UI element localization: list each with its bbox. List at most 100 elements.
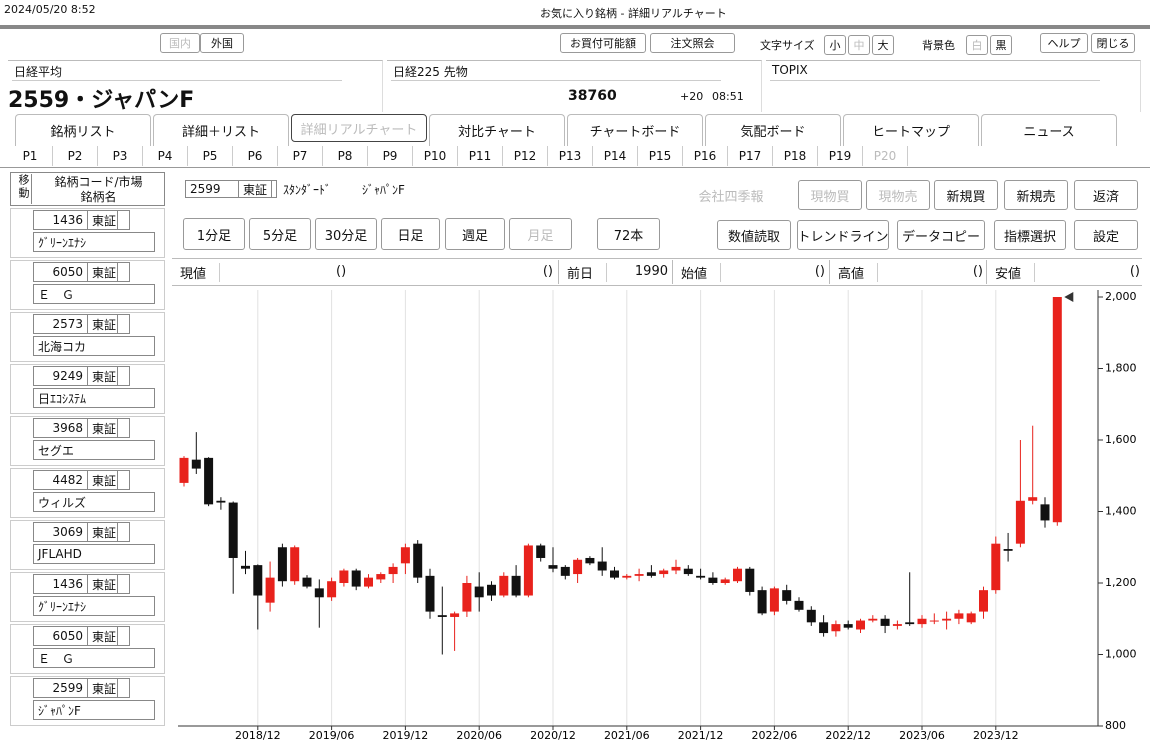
candle-body: [991, 543, 1001, 591]
action-button[interactable]: 現物買: [798, 180, 862, 210]
stock-item[interactable]: [10, 260, 165, 310]
quote-change: (): [336, 264, 347, 279]
page-tab[interactable]: P10: [413, 146, 458, 166]
tab[interactable]: 詳細リアルチャート: [291, 114, 427, 142]
item-code: 1436: [33, 574, 88, 594]
quote-value: (): [972, 264, 983, 279]
item-box: [117, 470, 130, 490]
candle-body: [794, 600, 804, 610]
tab[interactable]: 対比チャート: [429, 114, 565, 146]
toolbar-button[interactable]: 中: [848, 35, 870, 55]
page-tab[interactable]: P19: [818, 146, 863, 166]
candle-body: [585, 557, 595, 564]
toolbar-button[interactable]: 閉じる: [1091, 33, 1135, 53]
page-tab[interactable]: P13: [548, 146, 593, 166]
action-button[interactable]: 会社四季報: [676, 180, 786, 210]
quote-value: 1990: [634, 264, 668, 279]
period-button[interactable]: 5分足: [249, 218, 311, 250]
candle-body: [548, 565, 558, 569]
page-tab[interactable]: P20: [863, 146, 908, 166]
action-button[interactable]: 返済: [1074, 180, 1138, 210]
page-tab[interactable]: P12: [503, 146, 548, 166]
period-button[interactable]: 日足: [381, 218, 440, 250]
period-button[interactable]: 1分足: [183, 218, 245, 250]
page-tab[interactable]: P9: [368, 146, 413, 166]
page-tab[interactable]: P4: [143, 146, 188, 166]
stock-item[interactable]: [10, 624, 165, 674]
item-market: 東証: [87, 626, 118, 646]
tab[interactable]: ヒートマップ: [843, 114, 979, 146]
candle-body: [892, 624, 902, 626]
period-button[interactable]: 30分足: [315, 218, 377, 250]
item-code: 1436: [33, 210, 88, 230]
page-tab[interactable]: P18: [773, 146, 818, 166]
page-tab[interactable]: P14: [593, 146, 638, 166]
candle-body: [942, 618, 952, 621]
candle-body: [1015, 500, 1025, 544]
action-button[interactable]: 新規売: [1004, 180, 1068, 210]
page-tab[interactable]: P8: [323, 146, 368, 166]
quote-sep: [672, 260, 673, 284]
item-code: 3069: [33, 522, 88, 542]
tool-button[interactable]: トレンドライン: [797, 220, 889, 250]
toolbar-button[interactable]: 外国: [200, 33, 244, 53]
stock-item[interactable]: [10, 572, 165, 622]
candle-body: [880, 618, 890, 626]
x-tick-label: 2022/06: [752, 729, 798, 742]
tab[interactable]: ニュース: [981, 114, 1117, 146]
item-code: 6050: [33, 262, 88, 282]
quote-value: (): [1129, 264, 1140, 279]
period-button[interactable]: 月足: [509, 218, 572, 250]
toolbar-button[interactable]: 黒: [990, 35, 1012, 55]
stock-item[interactable]: [10, 416, 165, 466]
x-tick-label: 2021/12: [678, 729, 724, 742]
tab[interactable]: 気配ボード: [705, 114, 841, 146]
page-tab[interactable]: P15: [638, 146, 683, 166]
stock-item[interactable]: [10, 520, 165, 570]
toolbar-button[interactable]: 小: [824, 35, 846, 55]
page-tab[interactable]: P2: [53, 146, 98, 166]
action-button[interactable]: 新規買: [934, 180, 998, 210]
tab[interactable]: 詳細＋リスト: [153, 114, 289, 146]
x-tick-label: 2022/12: [825, 729, 871, 742]
page-tab[interactable]: P1: [8, 146, 53, 166]
item-code: 3968: [33, 418, 88, 438]
tab[interactable]: 銘柄リスト: [15, 114, 151, 146]
page-tab[interactable]: P7: [278, 146, 323, 166]
tool-button[interactable]: 数値読取: [717, 220, 791, 250]
page-tab[interactable]: P17: [728, 146, 773, 166]
toolbar-button[interactable]: 大: [872, 35, 894, 55]
candle-body: [929, 620, 939, 622]
candle-body: [179, 457, 189, 483]
candle-body: [671, 566, 681, 571]
page-tab[interactable]: P5: [188, 146, 233, 166]
toolbar-button[interactable]: お買付可能額: [560, 33, 646, 53]
page-tab[interactable]: P3: [98, 146, 143, 166]
toolbar-button[interactable]: 注文照会: [650, 33, 735, 53]
tab[interactable]: チャートボード: [567, 114, 703, 146]
y-tick-label: 1,400: [1105, 505, 1137, 518]
period-button[interactable]: 週足: [445, 218, 505, 250]
tool-button[interactable]: データコピー: [897, 220, 985, 250]
stock-item[interactable]: [10, 208, 165, 258]
page-tab[interactable]: P6: [233, 146, 278, 166]
bar-count[interactable]: 72本: [597, 218, 660, 250]
toolbar-button[interactable]: 国内: [160, 33, 200, 53]
item-name: ｸﾞﾘｰﾝｴﾅｼ: [33, 232, 155, 252]
item-name: 北海コカ: [33, 336, 155, 356]
candle-body: [265, 577, 275, 603]
page-tab[interactable]: P11: [458, 146, 503, 166]
stock-item[interactable]: [10, 364, 165, 414]
candle-body: [536, 545, 546, 558]
page-tab[interactable]: P16: [683, 146, 728, 166]
tool-button[interactable]: 設定: [1074, 220, 1138, 250]
action-button[interactable]: 現物売: [866, 180, 930, 210]
stock-item[interactable]: [10, 468, 165, 518]
stock-item[interactable]: [10, 312, 165, 362]
item-market: 東証: [87, 470, 118, 490]
stock-item[interactable]: [10, 676, 165, 726]
toolbar-button[interactable]: ヘルプ: [1040, 33, 1088, 53]
toolbar-button[interactable]: 白: [966, 35, 988, 55]
tool-button[interactable]: 指標選択: [994, 220, 1066, 250]
